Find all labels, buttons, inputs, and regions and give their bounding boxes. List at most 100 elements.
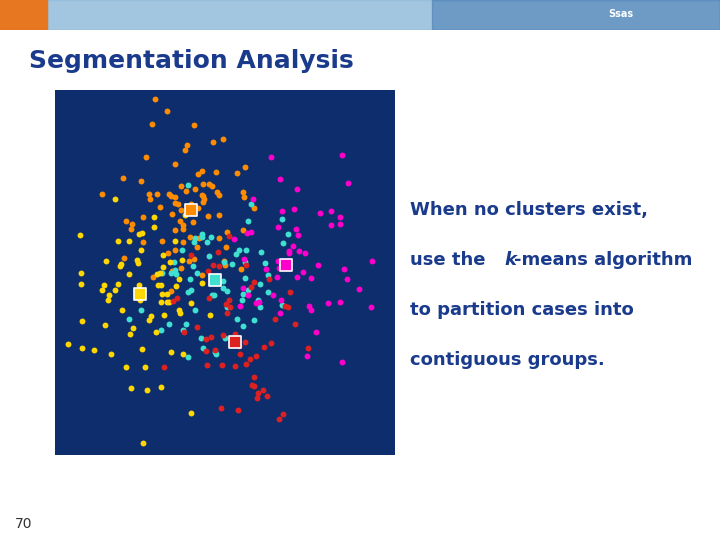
Point: [123, 237, 135, 245]
Point: [196, 230, 207, 238]
Point: [174, 305, 185, 314]
Point: [265, 152, 276, 161]
Point: [236, 295, 248, 304]
Point: [274, 309, 286, 318]
Point: [228, 235, 240, 244]
Point: [253, 298, 265, 306]
Point: [89, 345, 100, 354]
Point: [217, 284, 229, 293]
Point: [198, 195, 210, 204]
Point: [184, 274, 196, 283]
Point: [335, 219, 346, 228]
Point: [176, 246, 187, 255]
Point: [99, 321, 111, 330]
Point: [148, 223, 160, 232]
Point: [263, 271, 274, 280]
Point: [133, 281, 145, 289]
Point: [178, 328, 189, 336]
Point: [176, 256, 188, 265]
Point: [156, 281, 167, 290]
Point: [238, 255, 249, 264]
Point: [212, 248, 224, 256]
Point: [201, 238, 212, 246]
Point: [281, 261, 292, 269]
Point: [184, 232, 196, 241]
Point: [323, 299, 334, 307]
Point: [188, 121, 199, 130]
Point: [269, 314, 280, 323]
Point: [267, 291, 279, 300]
Point: [204, 311, 216, 320]
Point: [155, 325, 166, 334]
Point: [233, 246, 245, 254]
Point: [141, 386, 153, 394]
Point: [185, 200, 197, 208]
Point: [238, 187, 249, 196]
Point: [197, 343, 209, 352]
Point: [185, 299, 197, 307]
Point: [248, 204, 260, 212]
Point: [165, 191, 176, 200]
Point: [293, 246, 305, 255]
Bar: [0, 0, 47, 30]
Point: [224, 302, 235, 311]
Point: [297, 267, 308, 276]
Point: [204, 294, 215, 302]
Point: [277, 239, 289, 247]
Point: [167, 210, 179, 218]
Point: [334, 298, 346, 306]
Point: [289, 320, 300, 329]
Point: [138, 439, 149, 448]
Point: [183, 288, 194, 296]
Point: [275, 296, 287, 305]
Point: [105, 349, 117, 358]
Point: [251, 393, 262, 402]
Point: [192, 322, 203, 331]
Text: k: k: [505, 251, 516, 269]
Point: [117, 174, 129, 183]
Point: [263, 275, 274, 284]
Point: [197, 271, 208, 279]
Point: [213, 191, 225, 200]
Point: [192, 204, 204, 213]
Point: [252, 388, 264, 397]
Point: [112, 237, 123, 246]
Point: [221, 227, 233, 236]
Point: [180, 210, 192, 219]
Point: [240, 274, 251, 282]
Text: contiguous groups.: contiguous groups.: [410, 351, 605, 369]
Point: [167, 297, 179, 306]
Point: [132, 259, 143, 267]
Point: [120, 217, 132, 226]
Point: [149, 94, 161, 103]
Point: [334, 213, 346, 221]
Point: [275, 258, 287, 266]
Point: [112, 280, 124, 288]
Point: [189, 255, 200, 264]
Point: [204, 233, 216, 241]
Point: [184, 204, 196, 213]
Point: [178, 221, 189, 230]
Point: [253, 296, 264, 305]
Point: [196, 233, 207, 242]
Point: [181, 141, 193, 150]
Point: [365, 303, 377, 312]
Point: [212, 188, 223, 197]
Point: [169, 160, 181, 168]
Point: [235, 265, 246, 273]
Point: [171, 269, 182, 278]
Point: [305, 274, 317, 282]
Point: [148, 213, 160, 222]
Point: [241, 229, 253, 238]
Point: [125, 225, 137, 233]
Point: [272, 222, 284, 231]
Point: [138, 213, 149, 221]
Point: [181, 320, 192, 328]
Point: [206, 182, 217, 191]
Point: [96, 286, 108, 294]
Point: [75, 231, 86, 239]
Point: [230, 362, 241, 371]
Point: [366, 257, 378, 266]
Point: [260, 258, 271, 267]
Point: [238, 284, 249, 292]
